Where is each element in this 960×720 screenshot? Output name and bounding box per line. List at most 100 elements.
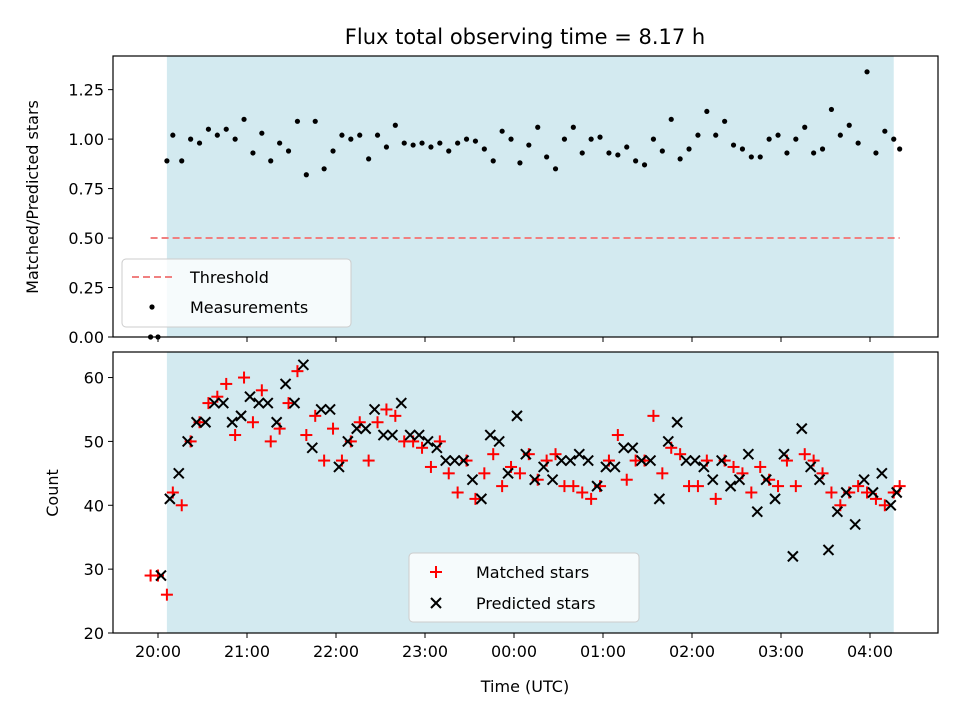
matched-star-point bbox=[878, 499, 891, 512]
x-axis-label: Time (UTC) bbox=[480, 677, 569, 696]
predicted-star-point bbox=[520, 448, 532, 460]
predicted-star-point bbox=[324, 403, 336, 416]
count-y-tick-label: 20 bbox=[84, 624, 104, 643]
predicted-star-point bbox=[475, 493, 488, 505]
measurement-point bbox=[828, 106, 835, 113]
matched-star-point bbox=[798, 448, 811, 461]
matched-star-point bbox=[576, 486, 589, 499]
matched-star-point bbox=[451, 486, 464, 499]
predicted-star-point bbox=[431, 442, 443, 454]
measurement-point bbox=[357, 132, 363, 138]
predicted-star-point bbox=[448, 454, 461, 467]
matched-star-point bbox=[246, 416, 259, 429]
predicted-star-point bbox=[742, 448, 755, 460]
predicted-star-point bbox=[342, 435, 354, 448]
measurement-point bbox=[766, 136, 772, 142]
predicted-star-point bbox=[804, 461, 817, 473]
predicted-star-point bbox=[413, 429, 425, 441]
measurement-point bbox=[170, 132, 176, 138]
predicted-star-point bbox=[359, 422, 372, 435]
measurement-point bbox=[526, 142, 532, 148]
x-tick-label: 03:00 bbox=[758, 642, 804, 661]
measurement-point bbox=[775, 132, 781, 138]
matched-star-point bbox=[282, 397, 295, 410]
measurement-point bbox=[713, 132, 719, 138]
predicted-star-point bbox=[662, 435, 674, 448]
measurement-point bbox=[748, 154, 754, 160]
predicted-star-point bbox=[573, 448, 585, 460]
predicted-star-point bbox=[297, 359, 310, 371]
count-panel-frame bbox=[112, 351, 939, 634]
count-y-tick-label: 50 bbox=[84, 432, 104, 451]
measurement-point bbox=[552, 166, 559, 172]
measurement-point bbox=[650, 136, 657, 142]
measurement-point bbox=[891, 136, 897, 142]
matched-star-point bbox=[264, 435, 277, 448]
measurement-point bbox=[668, 116, 674, 122]
matched-star-point bbox=[549, 448, 562, 461]
measurement-point bbox=[410, 142, 416, 148]
measurement-point bbox=[659, 148, 665, 154]
matched-star-point bbox=[291, 365, 304, 378]
measurement-point bbox=[463, 136, 470, 142]
predicted-star-point bbox=[564, 454, 577, 467]
legend-predicted-swatch bbox=[430, 597, 442, 609]
matched-star-point bbox=[852, 480, 865, 493]
predicted-star-point bbox=[395, 397, 407, 409]
matched-star-point bbox=[362, 454, 375, 467]
measurement-point bbox=[615, 152, 621, 158]
matched-star-point bbox=[424, 460, 437, 473]
measurement-point bbox=[606, 150, 612, 156]
count-legend: Matched stars Predicted stars bbox=[408, 552, 640, 623]
predicted-star-point bbox=[235, 410, 247, 422]
predicted-star-point bbox=[600, 461, 612, 473]
predicted-star-point bbox=[698, 461, 710, 473]
x-tick-label: 00:00 bbox=[491, 642, 537, 661]
ratio-y-ticks: 0.00 0.25 0.50 0.75 1.00 1.25 bbox=[68, 81, 113, 347]
measurement-point bbox=[882, 128, 888, 134]
predicted-star-point bbox=[244, 390, 256, 403]
measurement-point bbox=[312, 118, 318, 124]
predicted-star-point bbox=[386, 429, 399, 441]
measurement-point bbox=[455, 140, 461, 146]
legend-threshold-label: Threshold bbox=[189, 268, 269, 287]
measurement-point bbox=[561, 136, 568, 142]
measurement-point bbox=[164, 158, 170, 164]
count-y-tick-label: 30 bbox=[84, 560, 104, 579]
predicted-star-point bbox=[671, 416, 683, 428]
predicted-star-point bbox=[315, 403, 327, 416]
count-panel: 20 30 40 50 60 20:00 21:00 22:00 23:00 00:00 01:0… bbox=[43, 351, 939, 696]
predicted-star-point bbox=[849, 518, 861, 531]
measurement-point bbox=[437, 140, 443, 146]
measurement-point bbox=[205, 126, 212, 132]
matched-star-point bbox=[469, 492, 482, 505]
measurement-point bbox=[819, 146, 826, 152]
predicted-star-point bbox=[885, 499, 897, 511]
x-tick-label: 20:00 bbox=[135, 642, 181, 661]
matched-star-point bbox=[160, 588, 173, 601]
measurement-point bbox=[544, 154, 550, 160]
predicted-star-point bbox=[226, 416, 238, 428]
measurement-point bbox=[241, 116, 247, 122]
predicted-star-point bbox=[689, 454, 701, 467]
x-tick-label: 21:00 bbox=[224, 642, 270, 661]
predicted-star-point bbox=[217, 397, 229, 409]
legend-predicted-label: Predicted stars bbox=[476, 594, 596, 613]
ratio-legend: Threshold Measurements bbox=[121, 258, 352, 328]
ratio-y-tick-label: 0.50 bbox=[68, 229, 104, 248]
measurement-point bbox=[677, 156, 683, 162]
predicted-star-point bbox=[404, 429, 416, 441]
measurement-point bbox=[303, 172, 309, 178]
predicted-star-point bbox=[582, 454, 594, 467]
ratio-x-ticks bbox=[157, 337, 871, 342]
measurement-point bbox=[686, 146, 692, 152]
measurement-point bbox=[739, 146, 746, 152]
predicted-star-point bbox=[529, 474, 541, 486]
measurement-point bbox=[499, 128, 505, 134]
predicted-star-point bbox=[840, 486, 852, 499]
count-y-tick-label: 60 bbox=[84, 369, 104, 388]
ratio-y-tick-label: 1.00 bbox=[68, 130, 104, 149]
predicted-star-point bbox=[890, 486, 903, 499]
measurement-point bbox=[641, 162, 648, 168]
